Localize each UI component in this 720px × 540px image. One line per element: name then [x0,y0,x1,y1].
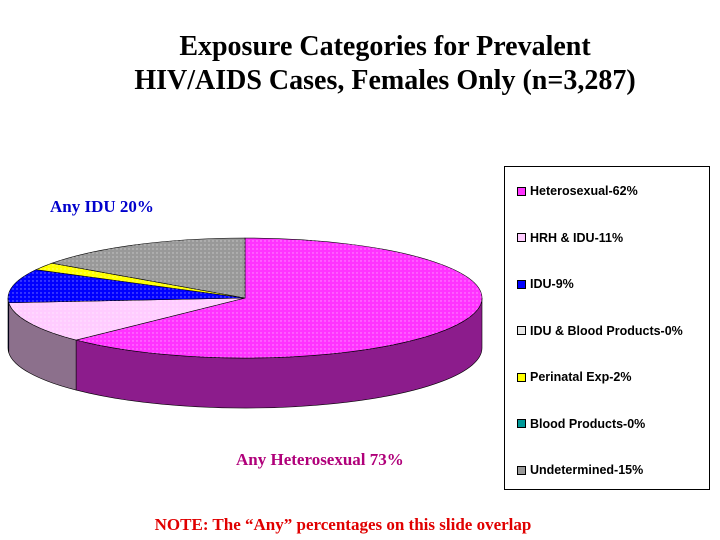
legend-swatch [517,233,526,242]
pie-slice-texture-hrh-idu [8,298,245,341]
legend-label: Undetermined-15% [530,463,644,477]
legend-swatch [517,372,526,382]
legend-label: Perinatal Exp-2% [530,370,632,384]
legend-label: HRH & IDU-11% [530,230,624,245]
overlap-note: NOTE: The “Any” percentages on this slid… [154,515,532,534]
pie-slice-texture-heterosexual [76,238,483,358]
legend-label: IDU & Blood Products-0% [530,323,683,338]
legend-label: Heterosexual-62% [530,184,638,198]
legend-item-idu-blood-products: IDU & Blood Products-0% [517,323,683,339]
legend-item-perinatal-exp: Perinatal Exp-2% [517,369,631,385]
legend-label: Blood Products-0% [530,416,646,431]
title-line-2: HIV/AIDS Cases, Females Only (n=3,287) [134,65,636,96]
legend-item-blood-products: Blood Products-0% [517,416,645,432]
legend-swatch [517,465,526,475]
legend-item-hrh-idu: HRH & IDU-11% [517,230,623,246]
any-heterosexual-annotation: Any Heterosexual 73% [236,450,404,469]
pie-slice-texture-perinatal-exp [36,263,246,298]
legend-item-undetermined: Undetermined-15% [517,462,643,478]
legend-item-heterosexual: Heterosexual-62% [517,183,638,199]
pie-slice-texture-idu [7,269,246,303]
legend-swatch [517,326,526,335]
legend-swatch [517,419,526,428]
legend-swatch [517,279,526,289]
pie-slice-texture-undetermined [51,238,246,298]
chart-title: Exposure Categories for Prevalent HIV/AI… [0,30,720,98]
chart-legend: Heterosexual-62% HRH & IDU-11% IDU-9% IDU &… [504,166,710,490]
legend-label: IDU-9% [530,277,574,291]
any-idu-annotation: Any IDU 20% [50,197,154,216]
legend-swatch [517,186,526,196]
title-line-1: Exposure Categories for Prevalent [179,31,591,62]
legend-item-idu: IDU-9% [517,276,574,292]
pie-side-idu [7,297,10,353]
